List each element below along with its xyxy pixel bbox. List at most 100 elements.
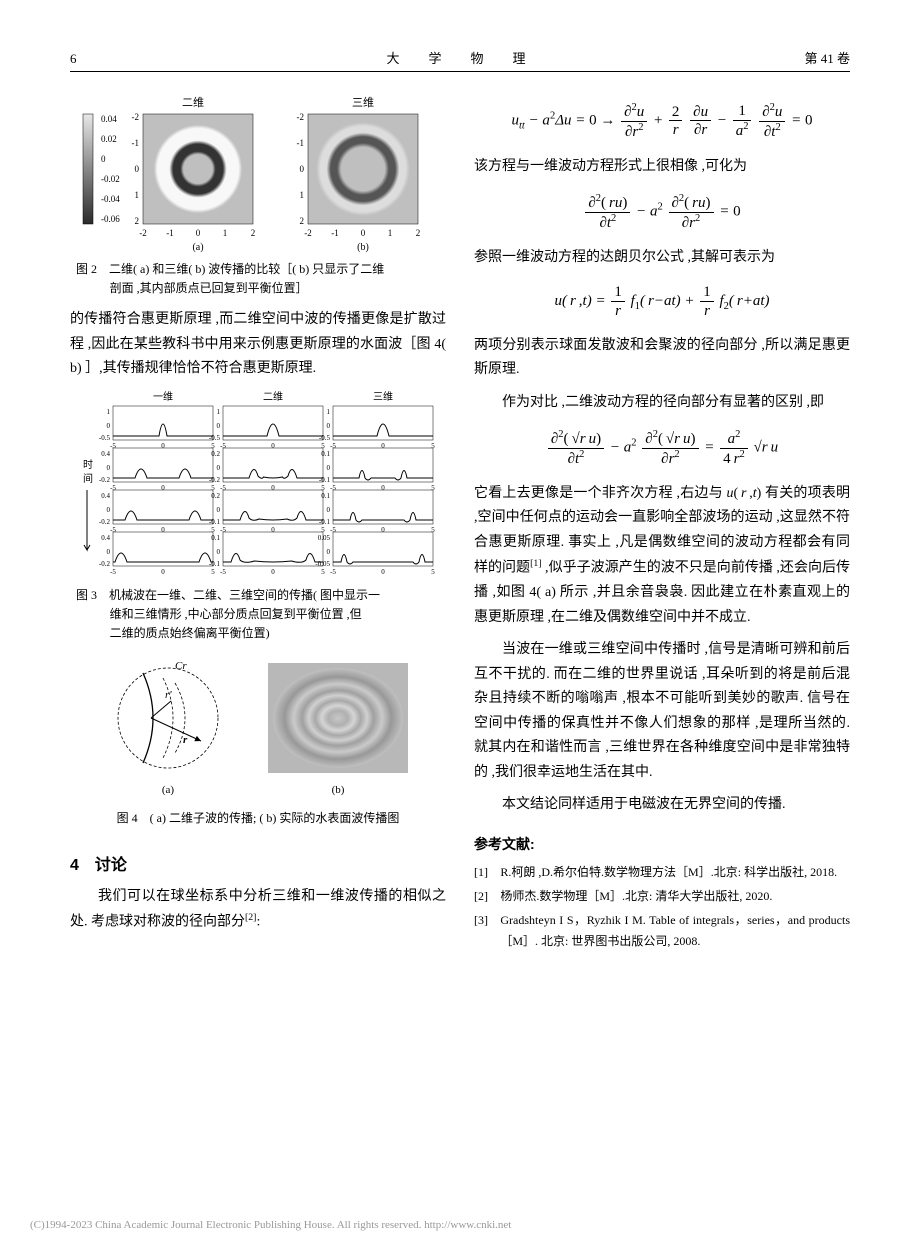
svg-text:1: 1 [388, 228, 393, 238]
svg-text:-1: -1 [166, 228, 174, 238]
svg-text:5: 5 [321, 568, 325, 576]
right-para-3: 两项分别表示球面发散波和会聚波的径向部分 ,所以满足惠更斯原理. [474, 334, 850, 383]
svg-text:-0.2: -0.2 [99, 560, 111, 568]
svg-text:二维: 二维 [182, 96, 204, 109]
ref-2: [2] 杨师杰.数学物理［M］.北京: 清华大学出版社, 2020. [474, 886, 850, 906]
svg-text:0: 0 [161, 484, 165, 492]
eq-4: ∂2( √r u)∂t2 − a2 ∂2( √r u)∂r2 = a24 r2 … [474, 429, 850, 468]
svg-text:0: 0 [101, 154, 106, 164]
right-column: utt − a2Δu = 0 → ∂2u∂r2 + 2r ∂u∂r − 1a2 … [474, 88, 850, 955]
svg-text:2: 2 [135, 216, 140, 226]
svg-text:-0.5: -0.5 [319, 434, 331, 442]
svg-text:(b): (b) [332, 784, 345, 796]
svg-text:-0.02: -0.02 [101, 174, 120, 184]
svg-text:1: 1 [300, 190, 305, 200]
svg-text:0.02: 0.02 [101, 134, 117, 144]
fig4-caption: 图 4 ( a) 二维子波的传播; ( b) 实际的水表面波传播图 [70, 809, 446, 828]
svg-text:-0.06: -0.06 [101, 214, 120, 224]
fig4-svg: Cr r' r (a) (b) [88, 653, 428, 803]
svg-text:0: 0 [161, 442, 165, 450]
svg-text:0.4: 0.4 [101, 534, 110, 542]
fig2-caption: 图 2 二维( a) 和三维( b) 波传播的比较［( b) 只显示了二维 剖面… [70, 260, 446, 298]
svg-text:-0.1: -0.1 [209, 518, 221, 526]
svg-text:0: 0 [161, 568, 165, 576]
svg-text:0: 0 [217, 548, 221, 556]
svg-text:1: 1 [135, 190, 140, 200]
svg-text:0: 0 [271, 442, 275, 450]
svg-text:0: 0 [217, 464, 221, 472]
svg-text:0: 0 [107, 422, 111, 430]
svg-text:-0.2: -0.2 [99, 518, 111, 526]
svg-text:2: 2 [300, 216, 305, 226]
svg-text:0: 0 [327, 506, 331, 514]
svg-text:r: r [183, 734, 188, 746]
svg-text:-0.04: -0.04 [101, 194, 120, 204]
svg-text:三维: 三维 [373, 390, 393, 403]
svg-text:-2: -2 [297, 112, 305, 122]
svg-text:-0.2: -0.2 [209, 476, 221, 484]
ref-3: [3] Gradshteyn I S，Ryzhik I M. Table of … [474, 910, 850, 951]
svg-text:-0.1: -0.1 [319, 518, 331, 526]
svg-text:1: 1 [327, 408, 331, 416]
left-para-2: 我们可以在球坐标系中分析三维和一维波传播的相似之处. 考虑球对称波的径向部分[2… [70, 885, 446, 936]
svg-text:0.2: 0.2 [211, 492, 220, 500]
page-header: 6 大 学 物 理 第 41 卷 [70, 48, 850, 72]
right-para-6: 当波在一维或三维空间中传播时 ,信号是清晰可辨和前后互不干扰的. 而在二维的世界… [474, 638, 850, 785]
svg-text:0.1: 0.1 [321, 450, 330, 458]
svg-text:1: 1 [107, 408, 111, 416]
svg-text:0: 0 [327, 548, 331, 556]
svg-text:-2: -2 [139, 228, 147, 238]
svg-text:0: 0 [196, 228, 201, 238]
svg-text:-0.2: -0.2 [99, 476, 111, 484]
svg-text:-0.05: -0.05 [315, 560, 330, 568]
svg-text:0: 0 [271, 526, 275, 534]
svg-text:0: 0 [217, 506, 221, 514]
svg-text:间: 间 [83, 472, 93, 485]
right-para-5: 它看上去更像是一个非齐次方程 ,右边与 u( r ,t) 有关的项表明 ,空间中… [474, 482, 850, 631]
svg-text:1: 1 [217, 408, 221, 416]
left-para-1: 的传播符合惠更斯原理 ,而二维空间中波的传播更像是扩散过程 ,因此在某些教科书中… [70, 308, 446, 382]
fig3-caption: 图 3 机械波在一维、二维、三维空间的传播( 图中显示一 维和三维情形 ,中心部… [70, 586, 446, 644]
svg-text:0.2: 0.2 [211, 450, 220, 458]
svg-text:0: 0 [217, 422, 221, 430]
svg-text:一维: 一维 [153, 390, 173, 403]
svg-text:0: 0 [327, 422, 331, 430]
svg-text:-1: -1 [331, 228, 339, 238]
svg-text:-5: -5 [110, 568, 116, 576]
svg-text:0: 0 [381, 442, 385, 450]
svg-text:r': r' [165, 689, 172, 701]
right-para-7: 本文结论同样适用于电磁波在无界空间的传播. [474, 793, 850, 818]
svg-text:0.4: 0.4 [101, 450, 110, 458]
svg-text:Cr: Cr [175, 660, 187, 672]
svg-text:时: 时 [83, 459, 93, 471]
svg-text:-1: -1 [297, 138, 305, 148]
section-4-title: 4 讨论 [70, 851, 446, 875]
eq-1: utt − a2Δu = 0 → ∂2u∂r2 + 2r ∂u∂r − 1a2 … [474, 102, 850, 141]
fig3-svg: 一维 二维 三维 时 间 -50510-0.5-50510-0.5-50510-… [73, 390, 443, 580]
svg-text:二维: 二维 [263, 390, 283, 403]
svg-text:5: 5 [431, 568, 435, 576]
svg-text:(a): (a) [192, 242, 203, 253]
svg-text:-5: -5 [330, 568, 336, 576]
svg-text:0.05: 0.05 [318, 534, 331, 542]
svg-text:1: 1 [223, 228, 228, 238]
svg-text:0.1: 0.1 [321, 492, 330, 500]
svg-text:0: 0 [381, 484, 385, 492]
svg-text:-1: -1 [132, 138, 140, 148]
svg-text:(a): (a) [162, 784, 175, 796]
page-number: 6 [70, 51, 150, 67]
svg-text:2: 2 [251, 228, 256, 238]
svg-text:-0.1: -0.1 [319, 476, 331, 484]
svg-text:-0.1: -0.1 [209, 560, 221, 568]
svg-text:0: 0 [271, 484, 275, 492]
fig2-svg: 0.04 0.02 0 -0.02 -0.04 -0.06 二维 -2 -1 0… [73, 94, 443, 254]
figure-4: Cr r' r (a) (b) [70, 653, 446, 828]
right-para-4: 作为对比 ,二维波动方程的径向部分有显著的区别 ,即 [474, 391, 850, 416]
svg-text:0: 0 [271, 568, 275, 576]
eq-2: ∂2( ru)∂t2 − a2 ∂2( ru)∂r2 = 0 [474, 193, 850, 232]
copyright-footer: (C)1994-2023 China Academic Journal Elec… [30, 1219, 890, 1231]
svg-text:0: 0 [381, 526, 385, 534]
ref-1: [1] R.柯朗 ,D.希尔伯特.数学物理方法［M］.北京: 科学出版社, 20… [474, 862, 850, 882]
svg-text:-0.5: -0.5 [209, 434, 221, 442]
svg-text:0: 0 [161, 526, 165, 534]
